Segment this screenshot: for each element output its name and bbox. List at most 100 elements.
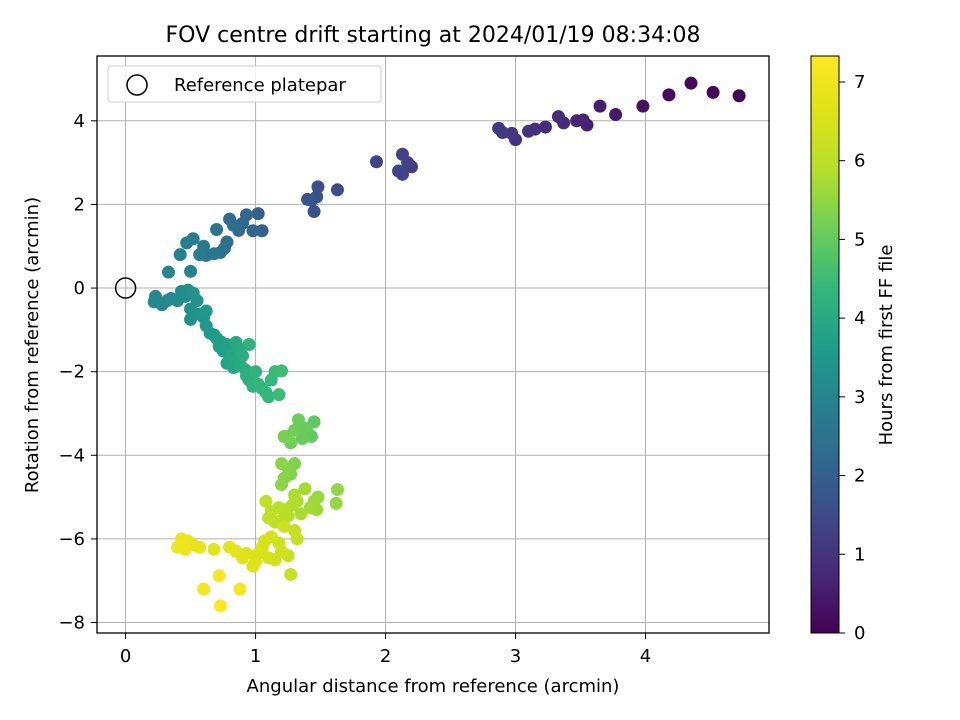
data-point <box>538 120 552 134</box>
legend-box <box>107 65 382 103</box>
data-point <box>277 429 291 443</box>
data-point <box>262 551 276 565</box>
y-tick-label: −2 <box>58 362 85 383</box>
data-point <box>233 582 247 596</box>
data-point <box>551 110 565 124</box>
colorbar-tick-label: 4 <box>854 308 865 329</box>
x-tick-label: 3 <box>510 646 521 667</box>
data-point <box>311 180 325 194</box>
grid-lines <box>97 56 769 633</box>
data-point <box>291 413 305 427</box>
y-axis-ticks: −8 −6 −4 −2 0 2 4 <box>58 111 97 634</box>
data-point <box>684 76 698 90</box>
data-point <box>262 390 276 404</box>
data-point <box>303 501 317 515</box>
data-point <box>275 457 289 471</box>
colorbar-tick-label: 7 <box>854 72 865 93</box>
y-axis-label: Rotation from reference (arcmin) <box>22 197 43 493</box>
data-point <box>307 205 321 219</box>
data-point <box>275 364 289 378</box>
colorbar-gradient <box>810 55 840 634</box>
data-point <box>294 507 308 521</box>
data-point <box>190 294 204 308</box>
y-tick-label: 2 <box>74 194 85 215</box>
colorbar-label: Hours from first FF file <box>876 245 897 446</box>
x-axis-ticks: 0 1 2 3 4 <box>120 633 651 667</box>
data-point <box>210 223 224 237</box>
data-point <box>609 108 623 122</box>
data-point <box>301 192 315 206</box>
data-point <box>492 121 506 135</box>
data-point <box>272 388 286 402</box>
data-point <box>288 524 302 538</box>
data-point <box>223 212 237 226</box>
plot-frame <box>96 55 770 634</box>
data-point <box>369 155 383 169</box>
y-tick-label: −6 <box>58 529 85 550</box>
data-point <box>636 99 650 113</box>
data-point <box>213 599 227 613</box>
colorbar-tick-label: 2 <box>854 466 865 487</box>
data-point <box>249 365 263 379</box>
data-point <box>223 540 237 554</box>
data-point <box>662 88 676 102</box>
colorbar-tick-label: 3 <box>854 387 865 408</box>
legend-marker-icon <box>126 74 148 96</box>
colorbar-tick-label: 0 <box>854 623 865 644</box>
data-point <box>251 207 265 221</box>
data-point <box>522 124 536 138</box>
x-tick-label: 0 <box>120 646 131 667</box>
data-point <box>255 224 269 238</box>
data-point <box>395 147 409 161</box>
data-point <box>284 567 298 581</box>
data-point <box>246 224 260 238</box>
data-point <box>298 482 312 496</box>
legend: Reference platepar <box>107 65 382 103</box>
data-point <box>307 415 321 429</box>
data-point <box>277 519 291 533</box>
data-point <box>329 496 343 510</box>
reference-platepar-marker <box>114 277 137 299</box>
x-tick-label: 4 <box>640 646 651 667</box>
data-point <box>193 248 207 262</box>
data-point <box>207 542 221 556</box>
data-point <box>180 236 194 250</box>
data-point <box>392 164 406 178</box>
y-tick-label: 4 <box>74 111 85 132</box>
data-point <box>570 114 584 128</box>
data-point <box>178 542 192 556</box>
data-point <box>593 99 607 113</box>
data-point <box>242 338 256 351</box>
colorbar: 0 1 2 3 4 5 6 7 Hours from first FF file <box>810 55 897 644</box>
data-point <box>246 559 260 573</box>
data-point <box>236 349 250 363</box>
x-tick-label: 2 <box>380 646 391 667</box>
data-point <box>288 488 302 502</box>
data-points <box>147 76 746 613</box>
y-tick-label: −4 <box>58 445 85 466</box>
data-point <box>161 265 175 279</box>
data-point <box>212 569 226 583</box>
data-point <box>259 494 273 508</box>
colorbar-tick-label: 1 <box>854 544 865 565</box>
y-tick-label: −8 <box>58 613 85 634</box>
data-point <box>197 582 211 596</box>
data-point <box>330 183 344 197</box>
x-axis-label: Angular distance from reference (arcmin) <box>247 676 620 697</box>
data-point <box>199 304 213 318</box>
data-point <box>184 264 198 278</box>
data-point <box>262 511 276 525</box>
legend-label: Reference platepar <box>174 75 346 96</box>
data-point <box>706 85 720 99</box>
data-point <box>173 248 187 262</box>
colorbar-tick-label: 6 <box>854 151 865 172</box>
colorbar-ticks: 0 1 2 3 4 5 6 7 <box>839 72 865 644</box>
data-point <box>275 478 289 492</box>
data-point <box>295 432 309 446</box>
chart-title: FOV centre drift starting at 2024/01/19 … <box>166 23 701 48</box>
y-tick-label: 0 <box>74 278 85 299</box>
colorbar-tick-label: 5 <box>854 229 865 250</box>
x-tick-label: 1 <box>250 646 261 667</box>
data-point <box>732 89 746 103</box>
